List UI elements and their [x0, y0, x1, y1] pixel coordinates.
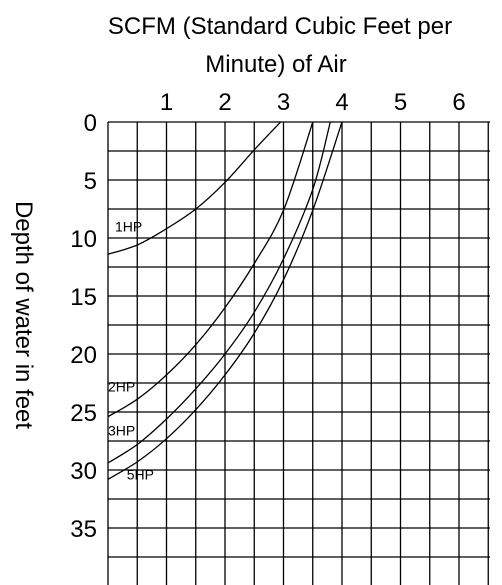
series-curve-3hp	[107, 121, 331, 464]
y-tick-label: 20	[70, 342, 97, 369]
series-curve-1hp	[107, 121, 282, 255]
x-tick-label: 3	[277, 89, 290, 116]
grid	[107, 121, 490, 585]
series-curve-5hp	[107, 121, 343, 480]
y-tick-label: 5	[84, 168, 97, 195]
y-tick-label: 10	[70, 226, 97, 253]
x-tick-label: 5	[394, 89, 407, 116]
series-label-1hp: 1HP	[115, 218, 142, 234]
x-tick-label: 1	[160, 89, 173, 116]
y-tick-label: 0	[84, 110, 97, 137]
series-label-3hp: 3HP	[108, 423, 135, 439]
x-tick-label: 2	[218, 89, 231, 116]
tick-labels: 1 2 3 4 5 6 0 5 10 15 20 25 30 35	[70, 89, 465, 543]
y-axis-label: Depth of water in feet	[10, 201, 37, 429]
y-tick-label: 15	[70, 284, 97, 311]
x-tick-label: 6	[452, 89, 465, 116]
x-tick-label: 4	[335, 89, 348, 116]
y-tick-label: 30	[70, 458, 97, 485]
series-label-5hp: 5HP	[127, 467, 154, 483]
y-tick-label: 35	[70, 516, 97, 543]
series-curve-2hp	[107, 121, 314, 418]
chart-title-line-2: Minute) of Air	[205, 51, 346, 78]
series-curves: 1HP 2HP 3HP 5HP	[107, 121, 343, 483]
series-label-2hp: 2HP	[108, 378, 135, 394]
chart-title-line-1: SCFM (Standard Cubic Feet per	[108, 13, 452, 40]
y-tick-label: 25	[70, 400, 97, 427]
